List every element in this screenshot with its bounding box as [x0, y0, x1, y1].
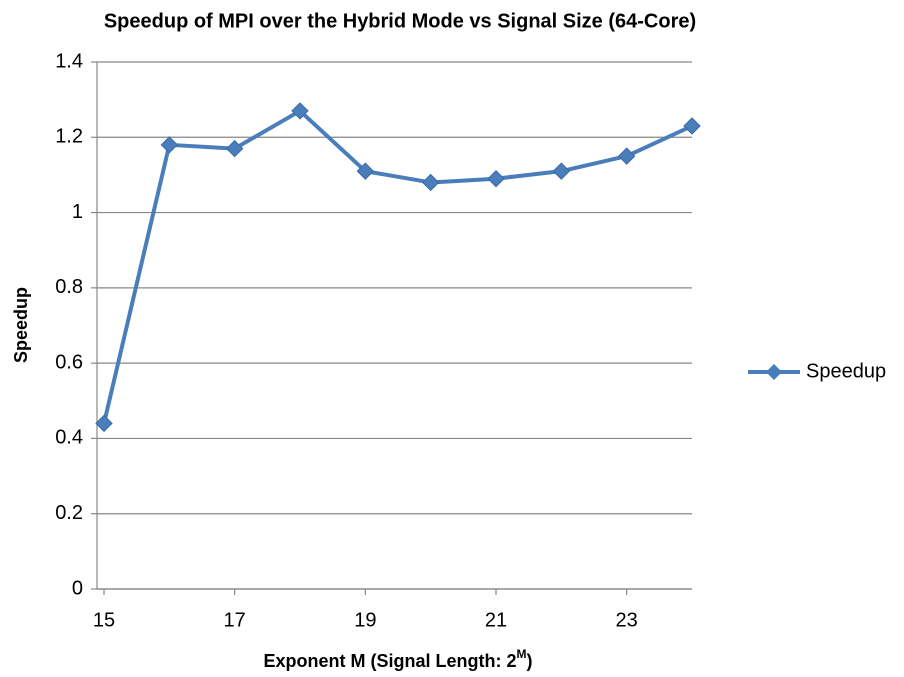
x-axis-label-sup: M [517, 647, 527, 661]
y-tick-label: 1.4 [55, 50, 83, 72]
x-tick-label: 21 [485, 609, 507, 631]
y-tick-label: 1.2 [55, 126, 83, 148]
x-axis-label: Exponent M (Signal Length: 2M) [264, 647, 533, 671]
y-tick-label: 1 [72, 201, 83, 223]
point-marker [552, 162, 571, 180]
x-axis-label-text: Exponent M (Signal Length: 2 [264, 651, 517, 671]
point-marker [160, 136, 179, 154]
chart-title: Speedup of MPI over the Hybrid Mode vs S… [104, 10, 696, 32]
y-tick-label: 0.2 [55, 502, 83, 524]
point-marker [291, 102, 309, 120]
legend-label: Speedup [806, 360, 886, 382]
x-tick-label: 15 [93, 609, 115, 631]
point-marker [95, 414, 113, 433]
x-tick-label: 23 [616, 609, 638, 631]
y-axis-label: Speedup [11, 287, 31, 363]
y-tick-label: 0 [72, 577, 83, 599]
y-tick-label: 0.8 [55, 276, 83, 298]
x-tick-label: 19 [354, 609, 376, 631]
point-marker [356, 162, 375, 180]
point-marker [617, 147, 636, 165]
point-marker [487, 169, 505, 188]
point-marker [225, 139, 244, 158]
y-tick-label: 0.4 [55, 427, 83, 449]
x-axis-label-end: ) [527, 651, 533, 671]
y-tick-label: 0.6 [55, 351, 83, 373]
series-line [102, 108, 693, 424]
point-marker [421, 173, 440, 192]
x-tick-label: 17 [224, 609, 246, 631]
legend-marker [766, 364, 782, 380]
point-marker [683, 117, 701, 135]
